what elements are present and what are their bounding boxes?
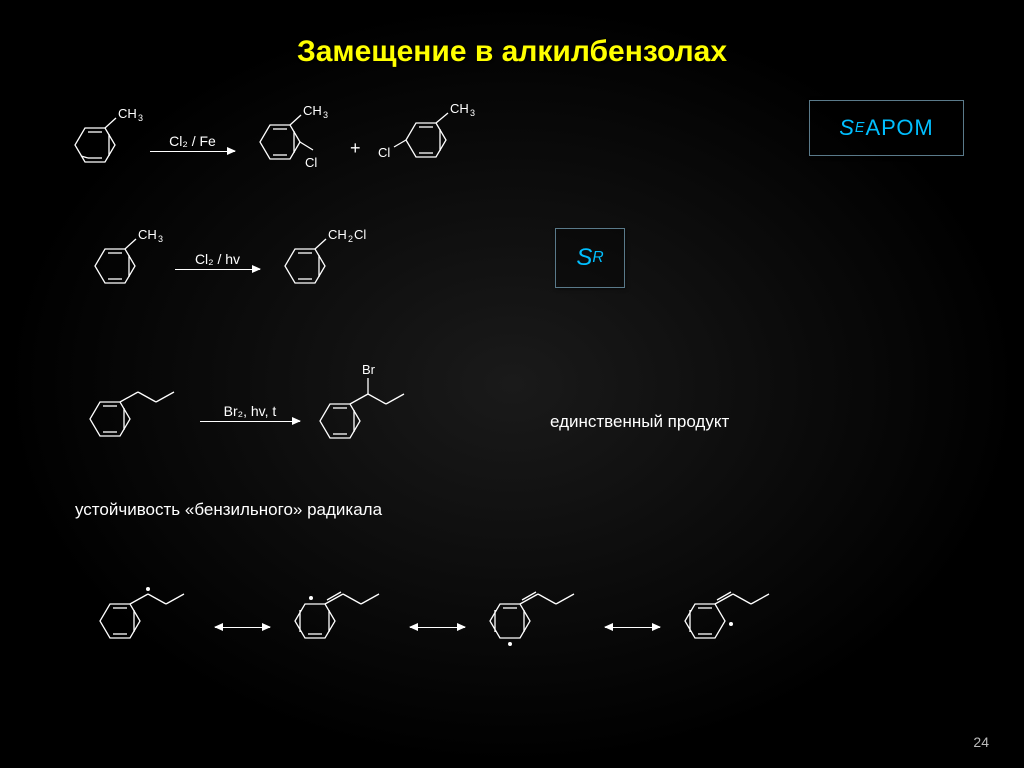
toluene-1: CH 3 (60, 108, 140, 178)
svg-text:Cl: Cl (378, 145, 390, 160)
arrow-3: Br₂, hv, t (200, 403, 300, 422)
plus-sign: + (350, 138, 361, 159)
reaction-row-2: CH3 Cl₂ / hv CH2Cl (80, 225, 390, 295)
mechanism-sr: SR (555, 228, 625, 288)
svg-text:CH: CH (138, 227, 157, 242)
reaction-row-1: CH 3 Cl₂ / Fe CH3 Cl + CH3 Cl (60, 105, 471, 180)
svg-text:3: 3 (158, 234, 163, 244)
propylbenzene (80, 378, 190, 448)
resonance-arrow-2 (410, 627, 465, 628)
caption-benzyl-stability: устойчивость «бензильного» радикала (75, 500, 382, 520)
mechanism-s: S (839, 115, 855, 141)
arrow-1: Cl₂ / Fe (150, 133, 235, 152)
mechanism-arom: АРОМ (865, 115, 933, 141)
resonance-4 (675, 580, 785, 655)
resonance-arrow-1 (215, 627, 270, 628)
mechanism-sub-r: R (592, 249, 603, 267)
bromo-propylbenzene: Br (310, 370, 430, 455)
slide-title: Замещение в алкилбензолах (0, 0, 1024, 69)
reaction-row-3: Br₂, hv, t Br (80, 370, 430, 455)
reagent-2: Cl₂ / hv (195, 251, 240, 267)
resonance-3 (480, 580, 590, 655)
o-chlorotoluene: CH3 Cl (245, 105, 335, 180)
reagent-3: Br₂, hv, t (224, 403, 277, 419)
mechanism-s2: S (576, 244, 592, 272)
mechanism-sub-e: E (855, 120, 866, 136)
arrow-2: Cl₂ / hv (175, 251, 260, 270)
p-chlorotoluene: CH3 Cl (376, 105, 471, 180)
toluene-2: CH3 (80, 225, 165, 295)
ch3-label: CH (118, 106, 137, 121)
svg-text:3: 3 (138, 113, 143, 123)
page-number: 24 (973, 734, 989, 750)
svg-text:CH: CH (450, 101, 469, 116)
resonance-arrow-3 (605, 627, 660, 628)
benzyl-chloride: CH2Cl (270, 225, 390, 295)
resonance-2 (285, 580, 395, 655)
caption-only-product: единственный продукт (550, 412, 729, 432)
svg-text:CH: CH (303, 103, 322, 118)
svg-text:2: 2 (348, 234, 353, 244)
mechanism-se-arom: SE АРОМ (809, 100, 964, 156)
br-label: Br (362, 362, 376, 377)
reagent-1: Cl₂ / Fe (169, 133, 216, 149)
svg-text:3: 3 (323, 110, 328, 120)
resonance-1 (90, 580, 200, 655)
svg-text:3: 3 (470, 108, 475, 118)
svg-text:Cl: Cl (354, 227, 366, 242)
svg-text:Cl: Cl (305, 155, 317, 170)
svg-text:CH: CH (328, 227, 347, 242)
resonance-row (90, 580, 785, 655)
